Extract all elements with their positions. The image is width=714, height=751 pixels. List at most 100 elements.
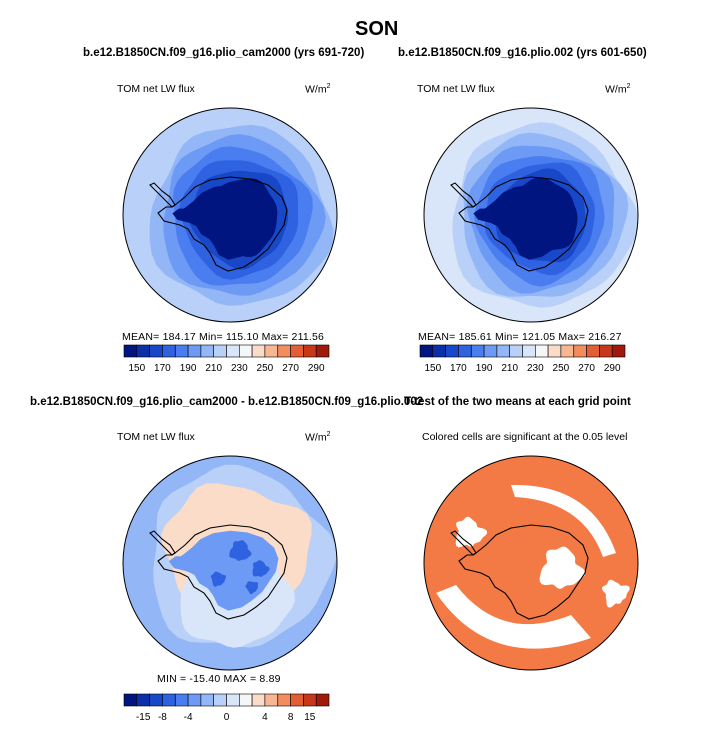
antarctic-peninsula-2 [450, 182, 477, 208]
colorbar-1-box-9 [226, 344, 240, 358]
colorbar-1-tick-label-6: 250 [257, 363, 274, 374]
figure-title: SON [355, 18, 399, 40]
antarctic-peninsula-1 [149, 182, 176, 208]
colorbar-3-box-9 [226, 693, 240, 707]
colorbar-3-box-10 [239, 693, 253, 707]
colorbar-2-box-12 [560, 344, 575, 358]
colorbar-1-box-2 [136, 344, 150, 358]
map-4-nonsignificant-patch-1 [539, 546, 586, 589]
colorbar-1-tick-label-4: 210 [205, 363, 222, 374]
antarctica-coastline-1 [157, 176, 288, 272]
colorbar-2-box-13 [573, 344, 587, 358]
colorbar-2-tick-label-6: 250 [553, 363, 570, 374]
map-2-border [423, 107, 639, 323]
colorbar-1-tick-label-7: 270 [282, 363, 299, 374]
colorbar-3-box-6 [187, 693, 202, 707]
colorbar-1-box-5 [175, 344, 189, 358]
colorbar-2-box-1 [419, 344, 434, 358]
map-3-border [122, 455, 338, 671]
colorbar-3-tick-label-4: 0 [224, 712, 230, 723]
map-3-low-patch-2 [252, 560, 270, 577]
colorbar-1-box-10 [239, 344, 253, 358]
antarctica-coastline-2 [458, 176, 589, 272]
map-2-interior-zone [473, 184, 577, 260]
colorbar-2-tick-label-8: 290 [604, 363, 621, 374]
panel-4-subtitle: Colored cells are significant at the 0.0… [422, 431, 628, 443]
colorbar-2-tick-label-2: 170 [450, 363, 467, 374]
colorbar-3-tick-label-3: -4 [184, 712, 193, 723]
antarctic-peninsula-3 [149, 530, 176, 556]
colorbar-2-box-2 [432, 344, 446, 358]
colorbar-1-box-16 [315, 344, 330, 358]
colorbar-1-tick-label-5: 230 [231, 363, 248, 374]
colorbar-2-box-7 [496, 344, 510, 358]
antarctica-coastline-4 [458, 524, 589, 620]
colorbar-3-box-1 [123, 693, 138, 707]
colorbar-1-box-4 [162, 344, 176, 358]
colorbar-3-tick-label-1: -15 [136, 712, 151, 723]
colorbar-2-box-9 [522, 344, 536, 358]
colorbar-2-tick-label-1: 150 [424, 363, 441, 374]
colorbar-3-box-3 [149, 693, 163, 707]
map-1-border [122, 107, 338, 323]
colorbar-2-box-16 [611, 344, 626, 358]
colorbar-1-box-6 [187, 344, 202, 358]
colorbar-3-box-13 [277, 693, 291, 707]
colorbar-1-box-7 [200, 344, 214, 358]
panel-2-variable-label: TOM net LW flux [417, 83, 495, 95]
colorbar-1-tick-label-2: 170 [154, 363, 171, 374]
panel-1-title: b.e12.B1850CN.f09_g16.plio_cam2000 (yrs … [83, 47, 365, 59]
colorbar-1-box-1 [123, 344, 138, 358]
map-3-low-patch-4 [245, 581, 259, 595]
colorbar-2-box-10 [534, 344, 549, 358]
colorbar-2-box-4 [458, 344, 472, 358]
panel-1-variable-label: TOM net LW flux [117, 83, 195, 95]
map-1-field [123, 108, 337, 322]
panel-2-units: W/m2 [605, 83, 631, 96]
colorbar-1-box-12 [264, 344, 278, 358]
colorbar-3-box-4 [162, 693, 176, 707]
colorbar-2-box-8 [509, 344, 523, 358]
colorbar-3-box-12 [264, 693, 278, 707]
colorbar-1-box-15 [303, 344, 317, 358]
colorbar-1-box-13 [277, 344, 291, 358]
colorbar-2-box-15 [599, 344, 613, 358]
map-3-field [123, 456, 337, 670]
panel-3-units: W/m2 [305, 431, 331, 444]
panel-2-stats: MEAN= 185.61 Min= 121.05 Max= 216.27 [418, 331, 622, 343]
colorbar-2-box-3 [445, 344, 459, 358]
antarctica-coastline-3 [157, 524, 288, 620]
panel-2-title: b.e12.B1850CN.f09_g16.plio.002 (yrs 601-… [398, 47, 647, 59]
colorbar-1-box-3 [149, 344, 163, 358]
map-3-low-patch-3 [210, 571, 227, 587]
colorbar-3-box-16 [315, 693, 330, 707]
colorbar-2-box-11 [547, 344, 562, 358]
colorbar-3-box-5 [175, 693, 189, 707]
colorbar-1-tick-label-1: 150 [128, 363, 145, 374]
colorbar-3-box-2 [136, 693, 150, 707]
colorbar-1-tick-label-3: 190 [180, 363, 197, 374]
map-4-nonsignificant-band-north [511, 484, 616, 557]
map-1-interior-zone [172, 184, 276, 260]
map-4-nonsignificant-band-south [436, 585, 591, 649]
map-4-nonsignificant-patch-3 [602, 579, 630, 608]
colorbar-1-box-11 [251, 344, 266, 358]
colorbar-2-box-6 [483, 344, 498, 358]
map-4-border [423, 455, 639, 671]
panel-3-title: b.e12.B1850CN.f09_g16.plio_cam2000 - b.e… [30, 396, 424, 408]
colorbar-2-box-14 [586, 344, 600, 358]
colorbar-3-box-8 [213, 693, 227, 707]
colorbar-3-tick-label-7: 15 [304, 712, 316, 723]
map-2-field [424, 108, 638, 322]
colorbar-1-box-14 [290, 344, 304, 358]
colorbar-3-tick-label-6: 8 [288, 712, 294, 723]
panel-1-stats: MEAN= 184.17 Min= 115.10 Max= 211.56 [122, 331, 325, 343]
map-3-low-patch-1 [229, 540, 252, 561]
colorbar-2-tick-label-4: 210 [501, 363, 518, 374]
colorbar-3-tick-label-2: -8 [158, 712, 167, 723]
colorbar-3-box-14 [290, 693, 304, 707]
panel-3-stats: MIN = -15.40 MAX = 8.89 [157, 673, 281, 685]
colorbar-3-box-7 [200, 693, 214, 707]
colorbar-1-box-8 [213, 344, 227, 358]
